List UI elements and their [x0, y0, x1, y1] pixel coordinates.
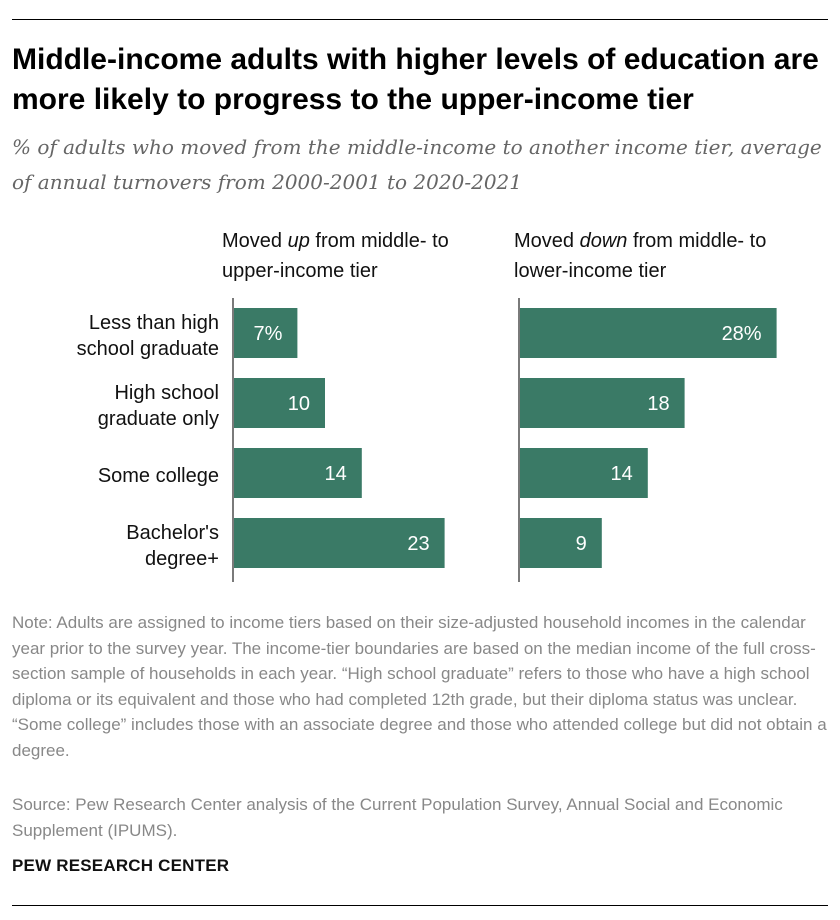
- bar-down-3: [519, 448, 648, 498]
- bar-down-1: [519, 308, 777, 358]
- category-label-bachelors-degree: Bachelor's degree+: [126, 520, 219, 572]
- top-rule: [12, 19, 828, 20]
- heading-up-pre: Moved: [222, 230, 288, 252]
- value-label-up-2: 10: [288, 393, 310, 415]
- panel-heading-moved-down: Moved down from middle- to lower-income …: [514, 226, 766, 286]
- value-label-up-1: 7%: [253, 323, 282, 345]
- category-label-line2: graduate only: [97, 408, 219, 430]
- category-label-line2: degree+: [145, 548, 219, 570]
- heading-up-emphasis: up: [287, 230, 310, 252]
- chart-note: Note: Adults are assigned to income tier…: [12, 613, 827, 760]
- heading-up-post: from middle- to: [309, 230, 449, 252]
- chart-title: Middle-income adults with higher levels …: [12, 43, 819, 116]
- bar-up-1: [233, 308, 298, 358]
- bar-chart: 7% 10 14 23 28% 18 14 9: [232, 298, 777, 582]
- heading-down-line2: lower-income tier: [514, 260, 667, 282]
- value-label-up-4: 23: [407, 533, 429, 555]
- chart-subtitle: % of adults who moved from the middle-in…: [12, 135, 822, 194]
- bar-up-2: [233, 378, 325, 428]
- category-label-line1: Bachelor's: [126, 522, 219, 544]
- value-label-down-1: 28%: [722, 323, 762, 345]
- heading-up-line2: upper-income tier: [222, 260, 378, 282]
- heading-down-post: from middle- to: [627, 230, 767, 252]
- heading-down-emphasis: down: [579, 230, 628, 252]
- heading-down-pre: Moved: [514, 230, 580, 252]
- chart-source: Source: Pew Research Center analysis of …: [12, 795, 783, 840]
- category-label-line1: High school: [114, 382, 219, 404]
- category-label-line1: Some college: [97, 465, 219, 487]
- value-label-up-3: 14: [325, 463, 347, 485]
- value-label-down-2: 18: [647, 393, 669, 415]
- category-label-high-school-only: High school graduate only: [98, 380, 219, 432]
- panel-heading-moved-up: Moved up from middle- to upper-income ti…: [222, 226, 449, 286]
- bar-down-2: [519, 378, 685, 428]
- bottom-rule: [12, 905, 828, 906]
- category-label-some-college: Some college: [98, 463, 219, 489]
- category-label-line2: school graduate: [76, 338, 219, 360]
- value-label-down-3: 14: [611, 463, 633, 485]
- value-label-down-4: 9: [576, 533, 587, 555]
- category-label-line1: Less than high: [88, 312, 219, 334]
- pew-logo-text: PEW RESEARCH CENTER: [12, 856, 230, 875]
- bar-down-4: [519, 518, 602, 568]
- bar-up-4: [233, 518, 445, 568]
- category-label-less-than-high-school: Less than high school graduate: [77, 310, 219, 362]
- bar-up-3: [233, 448, 362, 498]
